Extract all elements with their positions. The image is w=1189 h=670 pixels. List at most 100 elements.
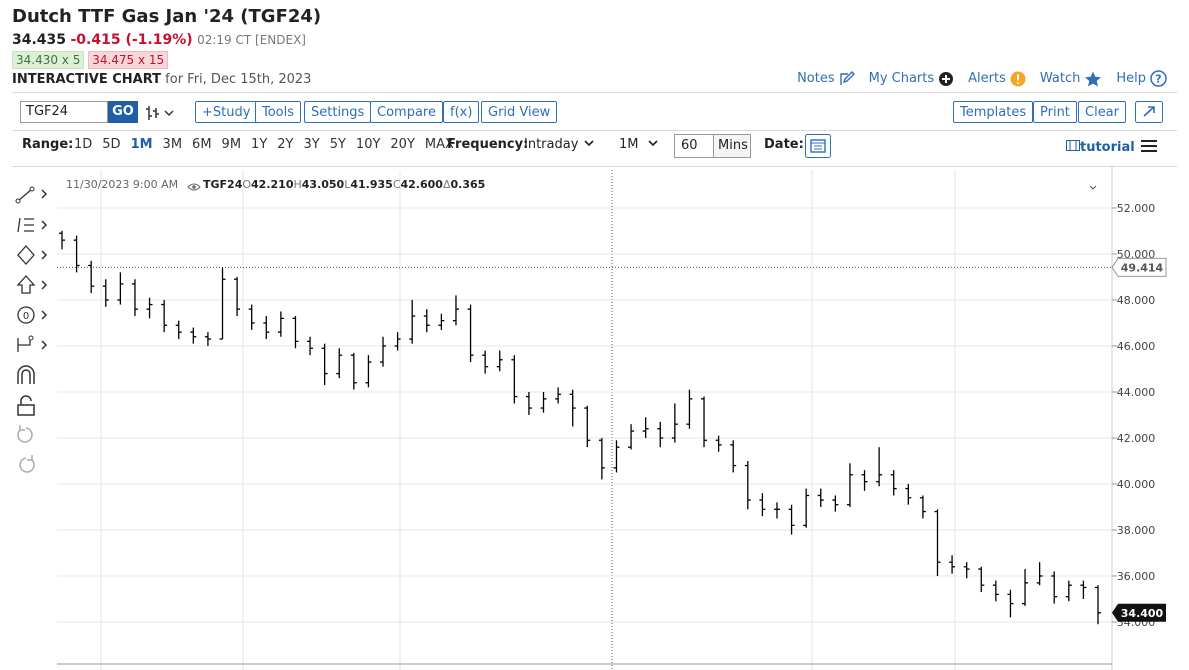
link-text[interactable]: Help (1116, 71, 1146, 86)
icon-part (20, 395, 32, 405)
toolbar-button[interactable]: Compare (370, 101, 443, 123)
ohlc-bar (832, 495, 839, 512)
tool-text[interactable]: 0 (17, 306, 48, 324)
icon-part: 0 (23, 311, 29, 322)
tool-measure[interactable] (17, 335, 48, 352)
y-tick-label: 46.000 (1117, 340, 1156, 353)
expand-button[interactable] (1135, 101, 1163, 123)
ohlc-bar (292, 316, 299, 349)
hover-value: 0.365 (450, 178, 485, 191)
range-option[interactable]: 5Y (329, 137, 346, 152)
period-unit: Mins (713, 134, 751, 158)
range-option[interactable]: 1D (74, 137, 93, 152)
toolbar-button[interactable]: +Study (195, 101, 258, 123)
ohlc-bar (730, 440, 737, 473)
tool-undo[interactable] (17, 425, 33, 443)
frequency-value[interactable]: Intraday (524, 137, 579, 152)
tool-redo[interactable] (19, 455, 35, 473)
hover-label: Δ (443, 178, 451, 191)
toolbar-button[interactable]: Settings (304, 101, 372, 123)
quote-line: 34.435 -0.415 (-1.19%) 02:19 CT [ENDEX] (12, 32, 306, 48)
ohlc-bar (992, 580, 999, 602)
tool-line[interactable] (15, 186, 48, 204)
ohlc-bar (409, 299, 416, 344)
ohlc-bar (131, 279, 138, 317)
interval-value[interactable]: 1M (619, 137, 639, 152)
ohlc-bar (569, 389, 576, 427)
link-text[interactable]: Alerts (968, 71, 1006, 86)
ohlc-bar (117, 272, 124, 305)
menu-button[interactable] (1141, 139, 1157, 153)
icon-part (17, 425, 33, 443)
help-link[interactable]: Help? (1116, 70, 1167, 87)
range-option[interactable]: 1Y (251, 137, 268, 152)
icon-part (1143, 106, 1155, 117)
tool-fib[interactable] (17, 217, 48, 233)
ohlc-bar (204, 332, 211, 346)
ohlc-bar (350, 352, 357, 390)
tutorial-text[interactable]: tutorial (1080, 140, 1135, 155)
range-option[interactable]: 20Y (390, 137, 415, 152)
range-option[interactable]: 3Y (303, 137, 320, 152)
ohlc-bar (803, 488, 810, 528)
watch-link[interactable]: Watch (1040, 70, 1102, 87)
toolbar-button[interactable]: Tools (255, 101, 302, 123)
interval-select[interactable]: 1M (619, 137, 659, 152)
link-text[interactable]: Notes (797, 71, 835, 86)
ohlc-bar (175, 320, 182, 340)
range-option[interactable]: 5D (102, 137, 121, 152)
tool-lock[interactable] (17, 395, 35, 416)
icon-part (583, 140, 594, 147)
ohlc-bar (978, 566, 985, 593)
hover-eye[interactable] (187, 183, 201, 191)
ohlc-bar (773, 502, 780, 519)
tool-arrow[interactable] (16, 275, 48, 294)
ohlc-bar (555, 387, 562, 404)
ohlc-bar (423, 309, 430, 333)
range-option[interactable]: 10Y (355, 137, 381, 152)
range-option[interactable]: 9M (221, 137, 242, 152)
range-option[interactable]: 2Y (277, 137, 294, 152)
icon-part (187, 183, 201, 191)
link-text[interactable]: Watch (1039, 71, 1081, 86)
toolbar-button[interactable]: Clear (1078, 101, 1126, 123)
ohlc-bar (876, 447, 883, 487)
ohlc-bar (248, 304, 255, 330)
symbol-input[interactable]: TGF24 (20, 101, 108, 123)
link-text[interactable]: My Charts (868, 71, 935, 86)
range-option[interactable]: 1M (130, 137, 153, 152)
period-input[interactable]: 60 (674, 134, 714, 158)
frequency-select[interactable]: Intraday (524, 137, 595, 152)
toolbar-button[interactable]: Templates (953, 101, 1034, 123)
tool-magnet[interactable] (17, 365, 35, 384)
divider (12, 166, 1177, 167)
ohlc-bar (1080, 580, 1087, 599)
icon-part (41, 250, 48, 260)
alerts-link[interactable]: Alerts (968, 70, 1026, 87)
tool-shape[interactable] (17, 245, 48, 265)
calendar-button[interactable] (805, 134, 831, 158)
icon-part (1150, 70, 1167, 87)
ohlc-bar (701, 396, 708, 448)
icon-part: ? (1155, 73, 1161, 86)
icon-part (17, 404, 35, 416)
toolbar-button[interactable]: Grid View (481, 101, 558, 123)
collapse-chevron[interactable] (1089, 185, 1097, 190)
hover-label: O (242, 178, 251, 191)
range-option[interactable]: MAX (424, 137, 454, 152)
range-option[interactable]: 6M (192, 137, 212, 152)
notes-link[interactable]: Notes (797, 70, 855, 87)
icon (1010, 71, 1026, 86)
range-option[interactable]: 3M (162, 137, 183, 152)
go-button[interactable]: GO (108, 101, 138, 123)
chart-type-button[interactable] (145, 104, 177, 122)
icon-part (192, 185, 196, 189)
toolbar-button[interactable]: f(x) (443, 101, 480, 123)
my-charts-link[interactable]: My Charts (869, 70, 955, 87)
icon (1085, 71, 1102, 86)
icon-part (17, 338, 31, 352)
price-chart: 11/30/2023 9:00 AM TGF24O42.210H43.050L4… (57, 166, 1167, 670)
hover-value: 42.600 (401, 178, 444, 191)
tutorial-link[interactable]: tutorial (1066, 139, 1135, 155)
toolbar-button[interactable]: Print (1033, 101, 1077, 123)
